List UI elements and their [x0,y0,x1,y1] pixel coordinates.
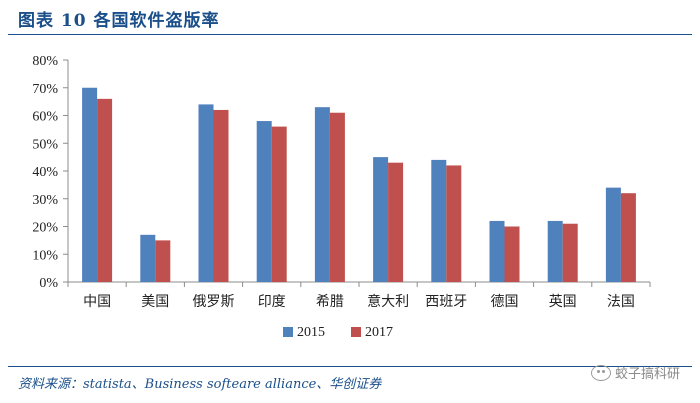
x-tick-label: 中国 [83,294,111,310]
bar-2015-9 [547,220,563,282]
legend-swatch-2017 [351,327,361,337]
watermark-text: 蛟子搞科研 [614,367,680,382]
y-tick-label: 0% [39,276,58,291]
x-tick-label: 美国 [141,294,169,310]
title-divider [8,34,692,35]
y-tick-label: 50% [32,137,58,152]
source-note: 资料来源：statista、Business softeare alliance… [18,377,382,392]
bar-2017-8 [504,226,520,282]
x-tick-label: 意大利 [367,293,409,310]
x-tick-label: 德国 [491,294,519,310]
x-tick-labels: 中国 美国 俄罗斯 印度 希腊 意大利 西班牙 德国 英国 法国 [83,293,635,310]
bar-2017-9 [562,223,578,282]
bar-2017-7 [446,165,462,282]
bar-2015-1 [82,87,98,282]
chart-title: 图表 10 各国软件盗版率 [18,11,220,31]
wechat-icon [590,364,611,381]
bar-2015-10 [605,187,621,282]
bar-2015-8 [489,220,505,282]
bar-2017-10 [620,193,636,282]
y-tick-label: 70% [32,82,58,97]
source-divider [8,366,692,367]
legend-label-2017: 2017 [365,325,393,340]
x-tick-label: 印度 [258,294,286,310]
bar-2017-4 [271,126,287,282]
x-tick-label: 西班牙 [425,294,467,310]
bar-2015-6 [373,157,389,282]
bar-chart: 中国 美国 俄罗斯 印度 希腊 意大利 西班牙 德国 英国 法国 0% 10% 20% 30% 40% 50… [32,54,651,340]
watermark: 蛟子搞科研 [590,363,680,382]
bar-2017-6 [388,162,404,282]
y-tick-labels: 0% 10% 20% 30% 40% 50% 60% 70% 80% [32,54,58,291]
bar-2017-1 [97,98,113,282]
legend-swatch-2015 [283,327,293,337]
bar-2015-2 [140,234,156,282]
x-tick-label: 英国 [549,293,577,310]
legend: 2015 2017 [283,325,393,340]
bar-2015-4 [256,121,272,282]
x-tick-label: 希腊 [316,294,344,310]
y-tick-label: 10% [32,248,58,263]
legend-label-2015: 2015 [297,325,325,340]
bar-2015-7 [431,159,447,282]
x-tick-label: 法国 [607,294,635,310]
x-tick-label: 俄罗斯 [193,294,235,310]
y-tick-label: 40% [32,165,58,180]
bar-2015-3 [198,104,214,283]
y-tick-label: 60% [32,110,58,125]
bar-2017-3 [213,109,229,282]
chart-bars [82,87,636,283]
y-tick-label: 20% [32,221,58,236]
y-tick-label: 80% [32,54,58,69]
bar-2017-2 [155,240,171,282]
y-tick-label: 30% [32,193,58,208]
bar-2015-5 [314,107,330,282]
bar-2017-5 [329,112,345,282]
